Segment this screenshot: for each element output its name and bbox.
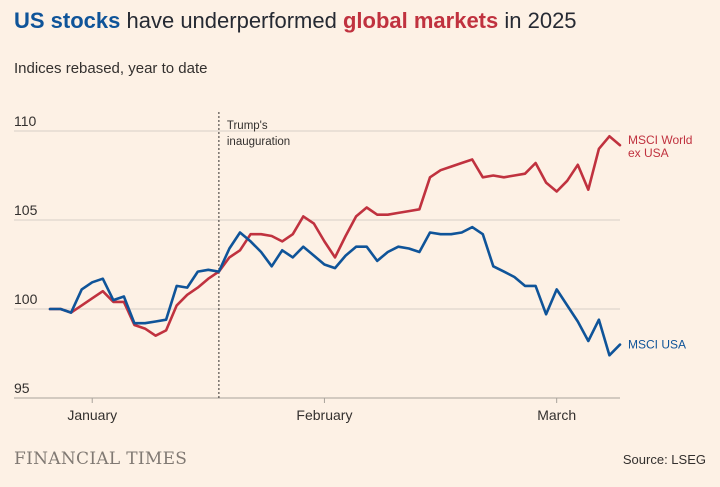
y-tick-label-95: 95	[14, 380, 30, 396]
series-line-msci-world-ex-usa	[48, 135, 622, 337]
x-tick-label-march: March	[537, 407, 576, 423]
series-label-world-line2: ex USA	[628, 146, 669, 160]
x-tick-label-february: February	[296, 407, 352, 423]
series-line-msci-usa	[48, 225, 622, 357]
series-label-world-line1: MSCI World	[628, 133, 692, 147]
series-label-usa: MSCI USA	[628, 338, 686, 352]
title-us-stocks: US stocks	[14, 8, 121, 33]
annotation-label-line2: inauguration	[227, 136, 290, 148]
chart-title: US stocks have underperformed global mar…	[14, 8, 577, 34]
annotation-label-line1: Trump's	[227, 120, 268, 132]
title-end: in 2025	[498, 8, 577, 33]
brand-logo: FINANCIAL TIMES	[14, 449, 188, 469]
chart-subtitle: Indices rebased, year to date	[14, 60, 208, 77]
y-tick-label-110: 110	[14, 113, 37, 129]
y-tick-label-100: 100	[14, 291, 38, 307]
title-middle: have underperformed	[120, 8, 343, 33]
title-global-markets: global markets	[342, 8, 499, 33]
source-note: Source: LSEG	[622, 452, 706, 467]
x-tick-label-january: January	[67, 407, 117, 423]
y-tick-label-105: 105	[14, 202, 38, 218]
